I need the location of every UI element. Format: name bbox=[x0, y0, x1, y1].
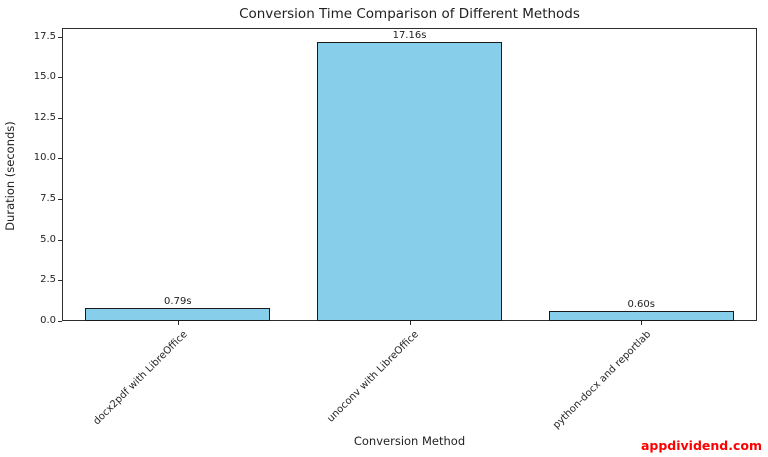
bar bbox=[316, 42, 503, 321]
x-tick-mark bbox=[177, 321, 179, 325]
y-tick-mark bbox=[58, 158, 62, 160]
bar bbox=[548, 311, 734, 321]
x-tick-label: python-docx and reportlab bbox=[550, 329, 653, 432]
y-tick-mark bbox=[58, 239, 62, 241]
y-tick-label: 7.5 bbox=[40, 193, 56, 205]
y-tick-mark bbox=[58, 36, 62, 38]
y-tick-label: 17.5 bbox=[33, 30, 56, 42]
watermark-text: appdividend.com bbox=[640, 438, 762, 453]
x-axis-label: Conversion Method bbox=[353, 434, 466, 448]
y-tick-mark bbox=[58, 117, 62, 119]
chart-title: Conversion Time Comparison of Different … bbox=[239, 6, 580, 22]
y-tick-label: 10.0 bbox=[33, 152, 56, 164]
bar-value-label: 0.60s bbox=[627, 298, 655, 310]
y-tick-label: 0.0 bbox=[40, 315, 56, 326]
y-axis-label: Duration (seconds) bbox=[3, 121, 17, 231]
y-tick-label: 12.5 bbox=[33, 111, 56, 123]
y-tick-label: 5.0 bbox=[40, 233, 56, 245]
x-tick-mark bbox=[409, 321, 411, 325]
bar-value-label: 0.79s bbox=[164, 295, 192, 307]
bar-value-label: 17.16s bbox=[392, 29, 427, 41]
x-tick-mark bbox=[641, 321, 643, 325]
y-tick-mark bbox=[58, 199, 62, 201]
y-tick-mark bbox=[58, 280, 62, 282]
x-tick-label: docx2pdf with LibreOffice bbox=[91, 329, 190, 428]
y-tick-mark bbox=[58, 321, 62, 322]
y-tick-label: 15.0 bbox=[33, 71, 56, 83]
x-tick-label: unoconv with LibreOffice bbox=[325, 329, 422, 425]
y-tick-mark bbox=[58, 77, 62, 79]
bar bbox=[85, 308, 271, 321]
y-tick-label: 2.5 bbox=[40, 274, 56, 286]
